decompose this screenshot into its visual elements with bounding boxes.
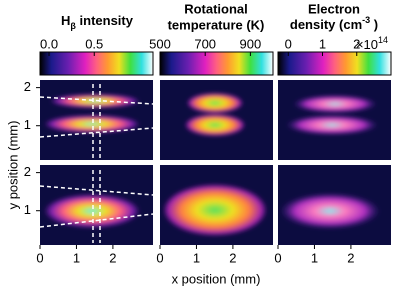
- colorbar-tick-label: 1: [319, 36, 326, 51]
- x-tick-label: 2: [229, 250, 236, 265]
- colorbar-title: Hβ intensity: [61, 13, 134, 31]
- x-axis-label: x position (mm): [172, 271, 261, 286]
- x-tick-label: 1: [73, 250, 80, 265]
- x-tick-label: 0: [36, 250, 43, 265]
- colorbar-tick-label: 900: [240, 36, 262, 51]
- colorbar-tick-label: 700: [194, 36, 216, 51]
- colorbar-title: density (cm-3 ): [290, 15, 378, 32]
- x-tick-label: 2: [347, 250, 354, 265]
- heatmap-panels: [39, 80, 391, 245]
- colorbar-tick-label: 0: [285, 36, 292, 51]
- x-tick-label: 0: [156, 250, 163, 265]
- colorbar-multiplier: ×1014: [356, 35, 388, 52]
- y-tick-label: 2: [24, 164, 31, 179]
- colorbar: [277, 51, 392, 76]
- y-tick-label: 1: [24, 202, 31, 217]
- colorbar: [159, 51, 274, 76]
- x-tick-label: 1: [193, 250, 200, 265]
- colorbar-title: Electron: [308, 1, 360, 16]
- colorbar-tick-label: 2: [353, 36, 360, 51]
- colorbar-title: Rotational: [184, 1, 248, 16]
- x-tick-label: 2: [109, 250, 116, 265]
- colorbar-title: temperature (K): [168, 17, 265, 32]
- colorbar-tick-label: 500: [149, 36, 171, 51]
- colorbar-tick-label: 0.5: [85, 36, 103, 51]
- colorbar-tick-label: 0.0: [40, 36, 58, 51]
- x-tick-label: 0: [274, 250, 281, 265]
- y-tick-label: 2: [24, 79, 31, 94]
- y-tick-label: 1: [24, 117, 31, 132]
- x-tick-label: 1: [311, 250, 318, 265]
- y-axis-label: y position (mm): [5, 121, 20, 210]
- colorbar: [39, 51, 154, 76]
